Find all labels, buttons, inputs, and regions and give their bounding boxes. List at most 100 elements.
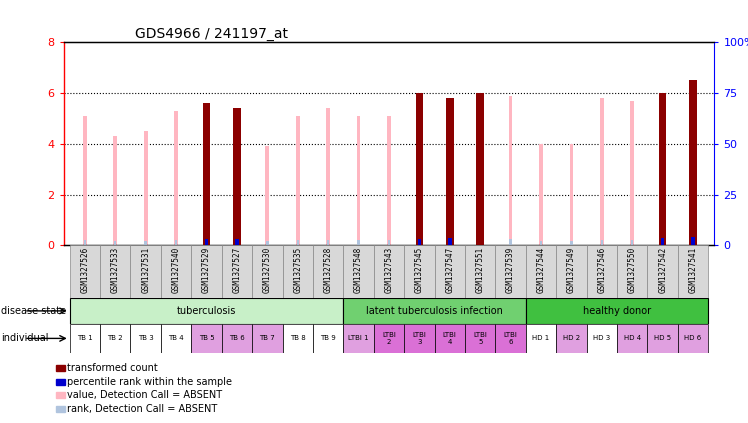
Bar: [387, 116, 390, 245]
Bar: [343, 245, 374, 298]
Bar: [404, 245, 435, 298]
Bar: [343, 324, 374, 353]
Bar: [205, 239, 209, 245]
Text: TB 1: TB 1: [77, 335, 93, 341]
Bar: [313, 324, 343, 353]
Text: GSM1327529: GSM1327529: [202, 246, 211, 293]
Bar: [465, 245, 495, 298]
Text: HD 1: HD 1: [533, 335, 550, 341]
Bar: [296, 240, 299, 245]
Text: GSM1327527: GSM1327527: [233, 246, 242, 293]
Text: LTBI 1: LTBI 1: [349, 335, 369, 341]
Text: GSM1327550: GSM1327550: [628, 246, 637, 293]
Bar: [357, 116, 361, 245]
Bar: [509, 239, 512, 245]
Bar: [586, 245, 617, 298]
Bar: [144, 241, 147, 245]
Bar: [130, 245, 161, 298]
Bar: [600, 98, 604, 245]
Text: HD 2: HD 2: [562, 335, 580, 341]
Bar: [495, 324, 526, 353]
Text: LTBI
3: LTBI 3: [412, 332, 426, 345]
Text: GDS4966 / 241197_at: GDS4966 / 241197_at: [135, 27, 288, 41]
Bar: [100, 245, 130, 298]
Text: HD 5: HD 5: [654, 335, 671, 341]
Text: HD 6: HD 6: [684, 335, 702, 341]
Text: latent tuberculosis infection: latent tuberculosis infection: [366, 306, 503, 316]
Bar: [343, 298, 526, 324]
Bar: [631, 101, 634, 245]
Text: GSM1327544: GSM1327544: [536, 246, 545, 293]
Bar: [266, 241, 269, 245]
Bar: [235, 239, 239, 245]
Bar: [161, 324, 191, 353]
Text: individual: individual: [1, 333, 49, 343]
Bar: [586, 324, 617, 353]
Bar: [221, 324, 252, 353]
Text: GSM1327547: GSM1327547: [445, 246, 454, 293]
Bar: [114, 136, 117, 245]
Bar: [601, 240, 603, 245]
Bar: [446, 98, 453, 245]
Text: TB 9: TB 9: [320, 335, 336, 341]
Text: rank, Detection Call = ABSENT: rank, Detection Call = ABSENT: [67, 404, 218, 414]
Bar: [252, 324, 283, 353]
Bar: [495, 245, 526, 298]
Bar: [648, 245, 678, 298]
Text: GSM1327535: GSM1327535: [293, 246, 302, 293]
Bar: [659, 93, 666, 245]
Bar: [84, 240, 86, 245]
Bar: [631, 240, 634, 245]
Bar: [526, 324, 557, 353]
Bar: [130, 324, 161, 353]
Bar: [570, 242, 573, 245]
Text: GSM1327551: GSM1327551: [476, 246, 485, 293]
Bar: [617, 245, 648, 298]
Bar: [161, 245, 191, 298]
Bar: [283, 245, 313, 298]
Bar: [313, 245, 343, 298]
Text: TB 6: TB 6: [229, 335, 245, 341]
Bar: [374, 245, 404, 298]
Bar: [557, 245, 586, 298]
Bar: [283, 324, 313, 353]
Bar: [175, 240, 177, 245]
Bar: [678, 324, 708, 353]
Text: GSM1327533: GSM1327533: [111, 246, 120, 293]
Bar: [648, 324, 678, 353]
Bar: [327, 240, 329, 245]
Bar: [465, 324, 495, 353]
Bar: [689, 80, 697, 245]
Bar: [144, 131, 147, 245]
Bar: [70, 298, 343, 324]
Bar: [358, 240, 360, 245]
Bar: [476, 93, 484, 245]
Text: HD 4: HD 4: [624, 335, 641, 341]
Text: TB 3: TB 3: [138, 335, 153, 341]
Text: LTBI
4: LTBI 4: [443, 332, 457, 345]
Text: percentile rank within the sample: percentile rank within the sample: [67, 376, 233, 387]
Text: GSM1327540: GSM1327540: [171, 246, 180, 293]
Bar: [435, 324, 465, 353]
Text: TB 2: TB 2: [108, 335, 123, 341]
Text: tuberculosis: tuberculosis: [177, 306, 236, 316]
Bar: [526, 298, 708, 324]
Bar: [540, 241, 542, 245]
Text: GSM1327546: GSM1327546: [598, 246, 607, 293]
Text: GSM1327539: GSM1327539: [506, 246, 515, 293]
Bar: [70, 324, 100, 353]
Text: disease state: disease state: [1, 306, 67, 316]
Text: transformed count: transformed count: [67, 363, 158, 373]
Bar: [417, 239, 421, 245]
Text: GSM1327528: GSM1327528: [324, 246, 333, 293]
Text: GSM1327543: GSM1327543: [384, 246, 393, 293]
Bar: [70, 245, 100, 298]
Text: GSM1327542: GSM1327542: [658, 246, 667, 293]
Bar: [191, 324, 221, 353]
Text: value, Detection Call = ABSENT: value, Detection Call = ABSENT: [67, 390, 222, 400]
Text: LTBI
6: LTBI 6: [503, 332, 518, 345]
Text: TB 5: TB 5: [199, 335, 215, 341]
Bar: [678, 245, 708, 298]
Bar: [479, 239, 482, 245]
Bar: [435, 245, 465, 298]
